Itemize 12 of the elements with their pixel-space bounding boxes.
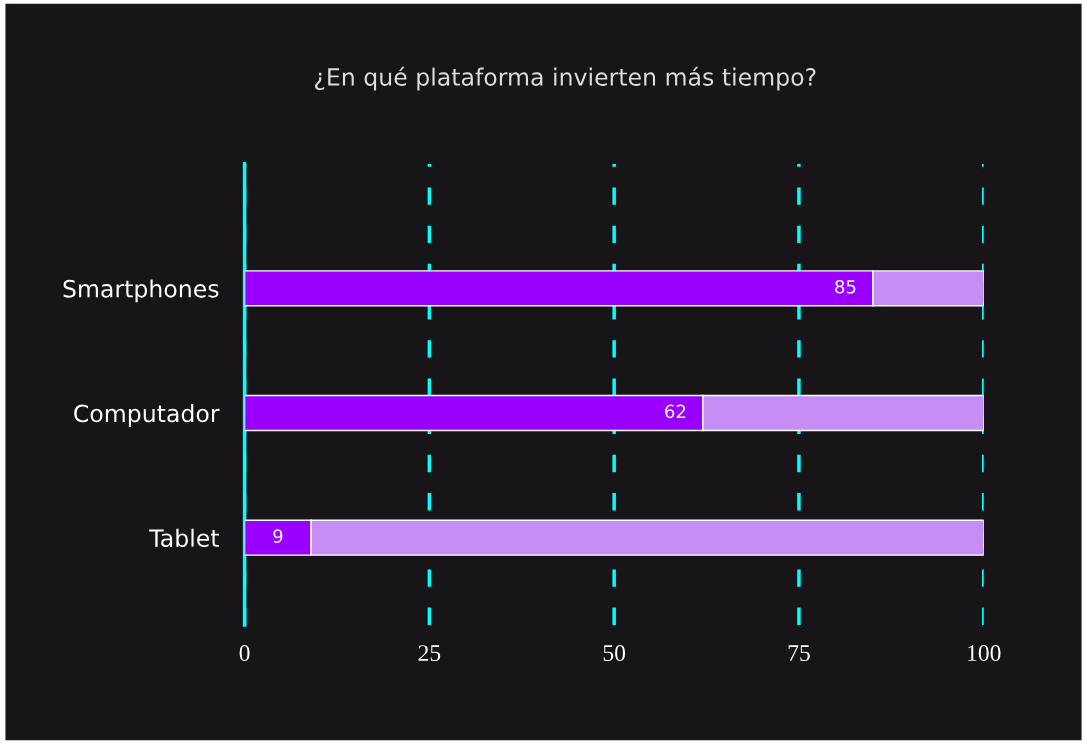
data-label: 62 bbox=[665, 404, 686, 419]
data-label: 85 bbox=[835, 279, 856, 294]
x-tick-label: 75 bbox=[788, 645, 810, 662]
y-tick-label: Computador bbox=[74, 404, 220, 427]
y-tick-label: Smartphones bbox=[63, 279, 219, 303]
y-tick-label: Tablet bbox=[149, 528, 220, 547]
x-tick-label: 100 bbox=[968, 645, 1001, 662]
chart-title: ¿En qué plataforma invierten más tiempo? bbox=[314, 66, 816, 91]
data-label: 9 bbox=[273, 529, 283, 543]
x-tick-label: 0 bbox=[239, 645, 250, 662]
x-tick-label: 25 bbox=[418, 645, 441, 662]
x-tick-label: 50 bbox=[603, 645, 626, 662]
